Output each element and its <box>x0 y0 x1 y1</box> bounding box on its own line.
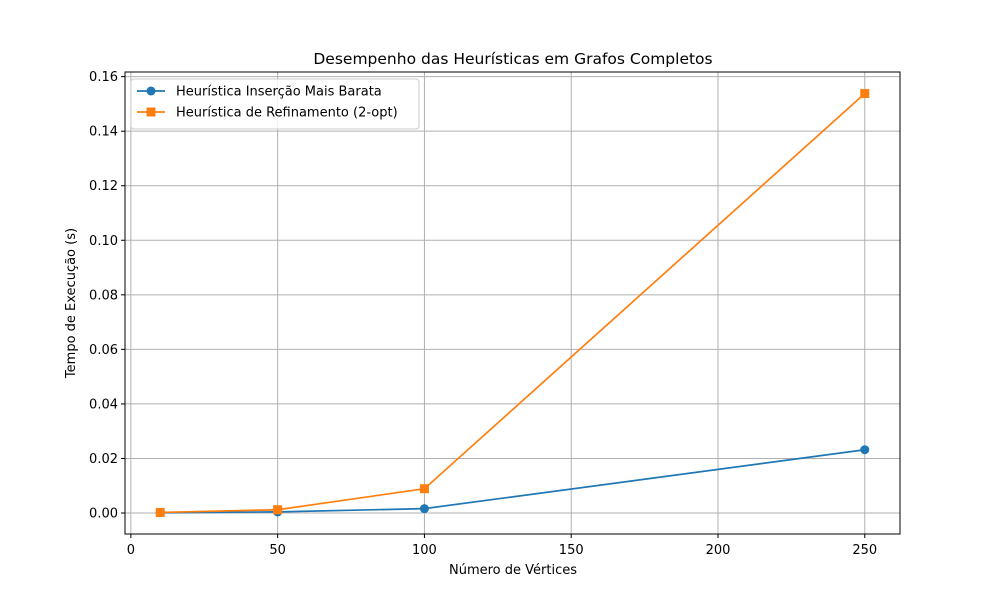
y-tick-label: 0.08 <box>89 288 118 303</box>
data-point-marker <box>155 507 165 517</box>
grid-lines <box>125 72 900 534</box>
x-tick-label: 0 <box>127 543 135 558</box>
legend-box <box>130 78 420 130</box>
legend-label: Heurística de Refinamento (2-opt) <box>176 106 398 121</box>
x-tick-label: 50 <box>269 543 286 558</box>
y-tick-label: 0.10 <box>89 234 118 249</box>
data-point-marker <box>419 504 429 514</box>
legend-entry: Heurística Inserção Mais Barata <box>137 85 382 100</box>
legend-entry: Heurística de Refinamento (2-opt) <box>137 106 398 121</box>
data-series <box>155 89 870 518</box>
data-point-marker <box>273 505 283 515</box>
y-tick-label: 0.02 <box>89 452 118 467</box>
y-tick-label: 0.14 <box>89 125 118 140</box>
x-tick-label: 150 <box>559 543 584 558</box>
data-point-marker <box>860 445 870 455</box>
series-line <box>160 92 866 514</box>
y-tick-label: 0.16 <box>89 70 118 85</box>
x-tick-label: 200 <box>706 543 731 558</box>
y-tick-label: 0.06 <box>89 343 118 358</box>
chart-title: Desempenho das Heurísticas em Grafos Com… <box>313 50 712 68</box>
legend-marker <box>146 86 156 96</box>
axis-ticks: 0 50 100 150 200 250 0.00 0.02 0.04 0.06 0.08 0.10 0… <box>89 70 877 558</box>
y-axis-title: Tempo de Execução (s) <box>64 228 79 379</box>
legend: Heurística Inserção Mais Barata Heurístic… <box>130 78 420 130</box>
y-tick-label: 0.00 <box>89 507 118 522</box>
x-tick-label: 250 <box>852 543 877 558</box>
x-tick-label: 100 <box>412 543 437 558</box>
series-2 <box>155 89 870 517</box>
legend-label: Heurística Inserção Mais Barata <box>176 85 382 100</box>
data-point-marker <box>419 484 429 494</box>
y-tick-label: 0.04 <box>89 397 118 412</box>
x-axis-title: Número de Vértices <box>449 563 577 578</box>
series-line <box>160 448 865 514</box>
plot-area-frame <box>124 71 901 535</box>
data-point-marker <box>860 89 870 99</box>
y-tick-label: 0.12 <box>89 179 118 194</box>
legend-marker <box>146 107 156 117</box>
